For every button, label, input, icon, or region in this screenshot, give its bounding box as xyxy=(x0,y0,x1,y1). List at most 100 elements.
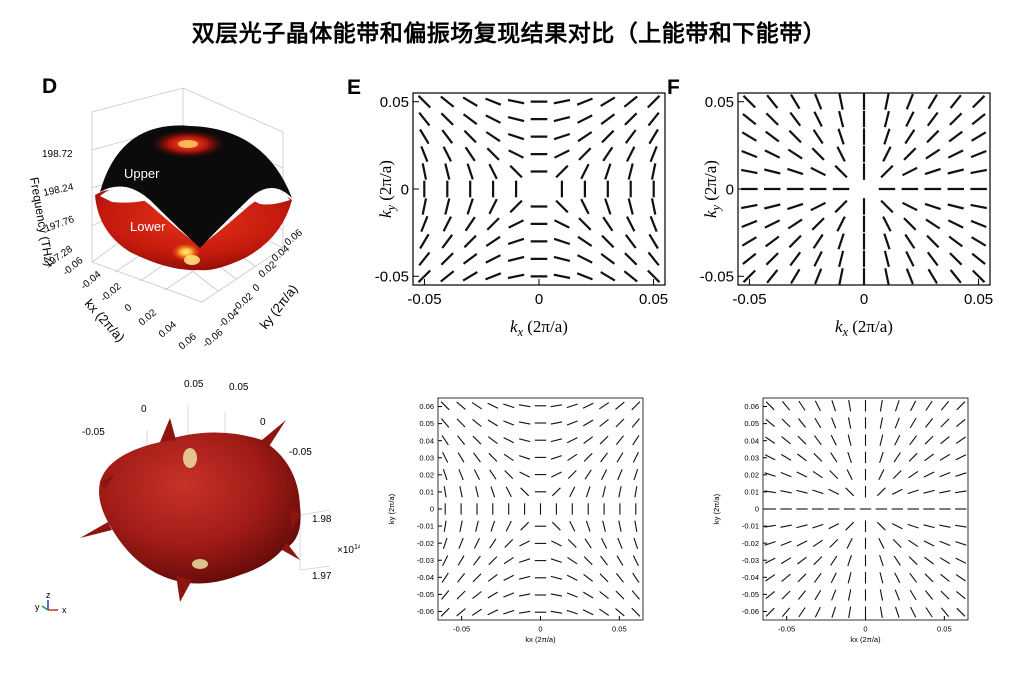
field-segment xyxy=(518,593,531,597)
field-segment xyxy=(490,520,496,532)
field-segment xyxy=(508,219,524,229)
field-segment xyxy=(788,129,802,144)
triad-x-label: x xyxy=(62,605,67,615)
field-segment xyxy=(583,419,594,427)
field-segment xyxy=(582,609,594,616)
field-segment xyxy=(876,487,886,497)
field-segment xyxy=(650,163,657,180)
field-segment xyxy=(567,556,578,565)
y-tick-label: -0.05 xyxy=(417,590,434,599)
field-segment xyxy=(939,453,951,461)
field-segment xyxy=(466,198,474,215)
field-segment xyxy=(553,273,571,280)
field-segment xyxy=(925,607,933,618)
field-segment xyxy=(834,199,848,214)
field-segment xyxy=(509,164,523,179)
field-segment xyxy=(583,452,593,462)
y-tick-label: 0 xyxy=(755,505,759,514)
field-segment xyxy=(599,573,609,583)
field-segment xyxy=(520,487,530,497)
field-segment xyxy=(828,523,840,530)
field-segment xyxy=(781,401,791,411)
field-segment xyxy=(444,163,451,180)
field-segment xyxy=(441,129,454,144)
field-segment xyxy=(464,216,476,232)
field-segment xyxy=(880,199,894,214)
field-segment xyxy=(894,572,901,584)
field-segment xyxy=(797,418,806,428)
field-segment xyxy=(764,524,776,528)
field-segment xyxy=(601,469,608,480)
field-segment xyxy=(488,163,498,180)
upper-band-surface xyxy=(100,125,292,248)
polarization-field xyxy=(417,95,661,283)
field-segment xyxy=(970,168,988,175)
field-segment xyxy=(577,254,593,264)
field-segment xyxy=(940,436,950,445)
field-segment xyxy=(567,539,577,548)
axis-triad-icon: y z x xyxy=(35,590,67,615)
field-segment xyxy=(503,556,514,565)
field-segment xyxy=(955,574,966,582)
field-segment xyxy=(647,112,660,127)
field-segment xyxy=(836,146,846,162)
field-segment xyxy=(442,555,449,566)
field-segment xyxy=(600,113,616,125)
field-segment xyxy=(894,606,900,618)
field-segment xyxy=(796,471,808,478)
field-segment xyxy=(879,451,884,463)
field-segment xyxy=(846,538,853,549)
field-segment xyxy=(904,233,916,249)
field-segment xyxy=(634,520,638,532)
field-segment xyxy=(554,219,570,229)
field-segment xyxy=(955,472,967,477)
field-segment xyxy=(940,401,950,411)
field-segment xyxy=(831,606,837,618)
field-segment xyxy=(600,271,616,282)
field-segment xyxy=(507,116,525,123)
field-segment xyxy=(765,574,776,582)
field-segment xyxy=(550,610,563,614)
field-segment xyxy=(764,219,781,229)
field-segment xyxy=(924,453,934,462)
field-segment xyxy=(909,572,918,583)
field-segment xyxy=(520,521,530,531)
field-segment xyxy=(504,470,514,479)
field-segment xyxy=(940,418,950,428)
field-segment xyxy=(926,111,939,127)
field-segment xyxy=(812,129,824,145)
field-segment xyxy=(602,146,614,162)
field-segment xyxy=(442,216,452,232)
field-segment xyxy=(908,556,918,566)
field-segment xyxy=(949,94,962,109)
field-segment xyxy=(812,470,823,479)
field-segment xyxy=(892,470,902,479)
field-segment xyxy=(507,255,525,262)
tick-label: 0 xyxy=(141,404,147,415)
field-segment xyxy=(939,524,951,528)
field-segment xyxy=(905,93,914,110)
y-tick-label: 0.06 xyxy=(419,402,434,411)
field-segment xyxy=(894,589,900,601)
field-segment xyxy=(741,131,757,142)
field-segment xyxy=(631,401,641,411)
y-tick-label: 0.05 xyxy=(419,419,434,428)
field-segment xyxy=(443,486,447,498)
field-segment xyxy=(814,400,821,412)
band-surface-3d-top: Upper Lower 198.72 198.24 197.76 197.28 … xyxy=(27,87,305,352)
field-segment xyxy=(837,233,845,250)
y-tick-label: 0.01 xyxy=(744,488,759,497)
field-segment xyxy=(956,607,966,617)
field-segment xyxy=(551,540,562,547)
field-segment xyxy=(580,198,590,215)
kx-axis-ticks: -0.06 -0.04 -0.02 0 0.02 0.04 0.06 xyxy=(61,255,199,352)
field-segment xyxy=(631,418,640,428)
field-segment xyxy=(780,524,792,528)
band-surface-3d-bottom: -0.05 0 0.05 0.05 0 -0.05 1.98 1.97 ×101… xyxy=(35,379,360,615)
field-segment xyxy=(457,435,466,445)
field-segment xyxy=(440,607,450,617)
field-segment xyxy=(553,116,571,123)
field-segment xyxy=(790,268,801,284)
field-segment xyxy=(910,400,917,412)
field-segment xyxy=(829,470,839,479)
